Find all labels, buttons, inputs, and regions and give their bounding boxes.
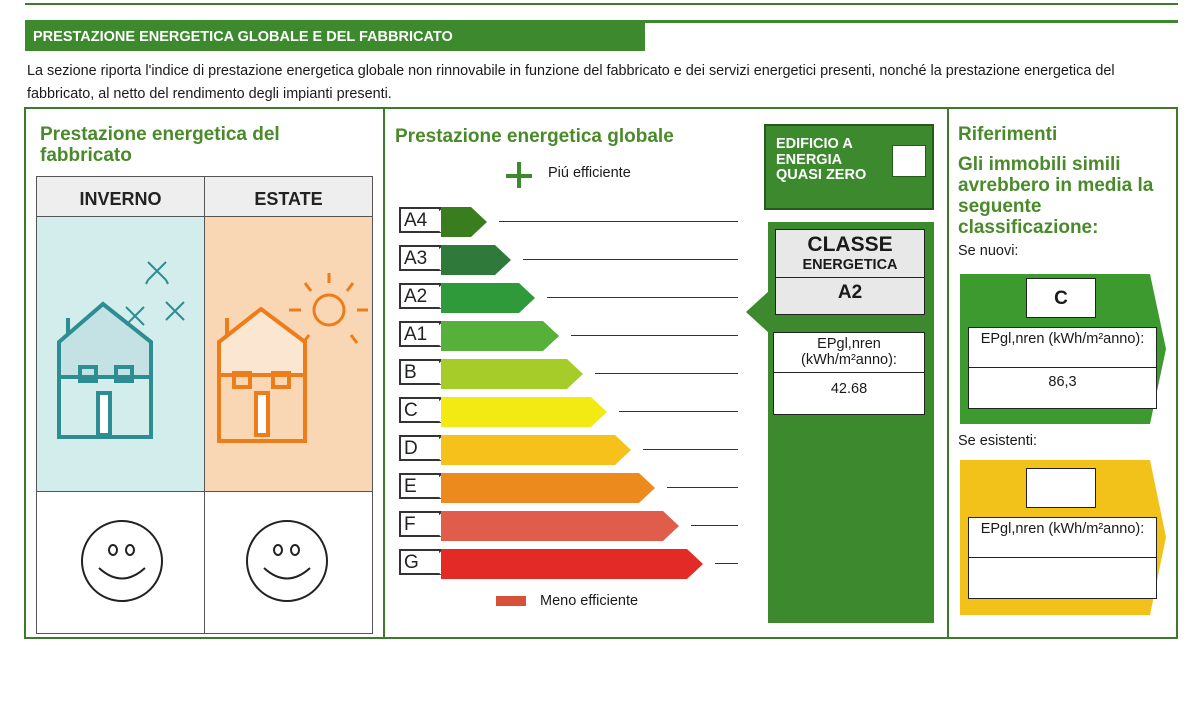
- class-leader-line: [595, 373, 738, 374]
- house-snow-icon: [57, 301, 153, 439]
- class-divider: [775, 277, 925, 278]
- house-sun-icon: [217, 306, 307, 443]
- class-leader-line: [715, 563, 738, 564]
- smiley-winter-icon: [81, 520, 163, 602]
- ep-value: 42.68: [830, 381, 868, 397]
- class-bar: [441, 245, 511, 275]
- class-bar-shape: [441, 245, 511, 275]
- section-title: PRESTAZIONE ENERGETICA GLOBALE E DEL FAB…: [25, 23, 645, 51]
- class-leader-line: [691, 525, 738, 526]
- class-value: A2: [837, 282, 863, 303]
- class-bar-shape: [441, 283, 535, 313]
- nzeb-checkbox: [892, 145, 926, 177]
- class-pointer-arrow: [746, 290, 770, 334]
- class-bar: [441, 321, 559, 351]
- class-label-box: A4: [399, 207, 441, 233]
- class-bar: [441, 283, 535, 313]
- class-leader-line: [571, 335, 738, 336]
- summer-heading: ESTATE: [205, 177, 372, 217]
- new-reference-ep-label: EPgl,nren (kWh/m²anno):: [980, 331, 1145, 347]
- class-bar-shape: [441, 473, 655, 503]
- class-label-box: D: [399, 435, 441, 461]
- class-bar: [441, 473, 655, 503]
- global-title: Prestazione energetica globale: [395, 126, 674, 147]
- class-label-box: A3: [399, 245, 441, 271]
- header-band: [25, 20, 1178, 23]
- season-row-divider: [36, 491, 373, 492]
- existing-reference-ep-divider: [968, 557, 1157, 558]
- class-bar: [441, 359, 583, 389]
- class-bar-shape: [441, 511, 679, 541]
- class-bar-shape: [441, 549, 703, 579]
- new-reference-ep-value: 86,3: [1048, 374, 1077, 390]
- class-box: [775, 229, 925, 315]
- plus-icon-vertical: [517, 162, 521, 188]
- class-bar-shape: [441, 207, 487, 237]
- class-leader-line: [619, 411, 738, 412]
- smiley-summer-icon: [246, 520, 328, 602]
- season-table: INVERNO ESTATE: [36, 176, 373, 634]
- global-panel: [383, 107, 949, 639]
- references-subtitle: Gli immobili simili avrebbero in media l…: [958, 154, 1154, 238]
- building-title: Prestazione energetica del fabbricato: [40, 124, 280, 166]
- class-leader-line: [643, 449, 738, 450]
- references-panel: [947, 107, 1178, 639]
- new-reference-ep-divider: [968, 367, 1157, 368]
- new-reference-ep-box: [968, 327, 1157, 409]
- class-label-box: G: [399, 549, 441, 575]
- top-rule: [25, 3, 1178, 5]
- building-panel: [24, 107, 383, 639]
- class-bar-shape: [441, 321, 559, 351]
- ep-label: EPgl,nren (kWh/m²anno):: [801, 336, 897, 368]
- class-leader-line: [499, 221, 738, 222]
- less-efficient-label: Meno efficiente: [540, 593, 639, 609]
- class-label-box: E: [399, 473, 441, 499]
- class-leader-line: [547, 297, 738, 298]
- season-divider: [204, 176, 205, 634]
- class-leader-line: [523, 259, 738, 260]
- class-label-sub: ENERGETICA: [802, 257, 898, 273]
- class-bar-shape: [441, 359, 583, 389]
- new-reference-class: C: [1026, 278, 1096, 318]
- existing-reference-class: [1026, 468, 1096, 508]
- class-leader-line: [667, 487, 738, 488]
- class-bar: [441, 435, 631, 465]
- snowflake-icon: [125, 261, 185, 326]
- class-bar: [441, 207, 487, 237]
- class-label-box: C: [399, 397, 441, 423]
- less-efficient-swatch: [496, 596, 526, 606]
- class-bar: [441, 511, 679, 541]
- sun-icon: [289, 273, 368, 344]
- class-label-box: A2: [399, 283, 441, 309]
- existing-buildings-label: Se esistenti:: [958, 433, 1037, 449]
- ep-divider: [773, 372, 925, 373]
- ep-box: [773, 332, 925, 415]
- existing-reference-ep-label: EPgl,nren (kWh/m²anno):: [980, 521, 1145, 537]
- class-label-main: CLASSE: [807, 233, 893, 256]
- nzeb-label: EDIFICIO A ENERGIA QUASI ZERO: [776, 136, 867, 183]
- class-label-box: B: [399, 359, 441, 385]
- existing-reference-ep-box: [968, 517, 1157, 599]
- more-efficient-label: Piú efficiente: [548, 165, 631, 181]
- winter-heading: INVERNO: [37, 177, 205, 217]
- new-buildings-label: Se nuovi:: [958, 243, 1019, 259]
- class-bar: [441, 397, 607, 427]
- class-bar-shape: [441, 435, 631, 465]
- section-intro: La sezione riporta l'indice di prestazio…: [27, 63, 1115, 102]
- class-label-box: A1: [399, 321, 441, 347]
- class-bar-shape: [441, 397, 607, 427]
- class-bar: [441, 549, 703, 579]
- season-icons: [57, 261, 368, 602]
- references-title: Riferimenti: [958, 124, 1058, 145]
- class-label-box: F: [399, 511, 441, 537]
